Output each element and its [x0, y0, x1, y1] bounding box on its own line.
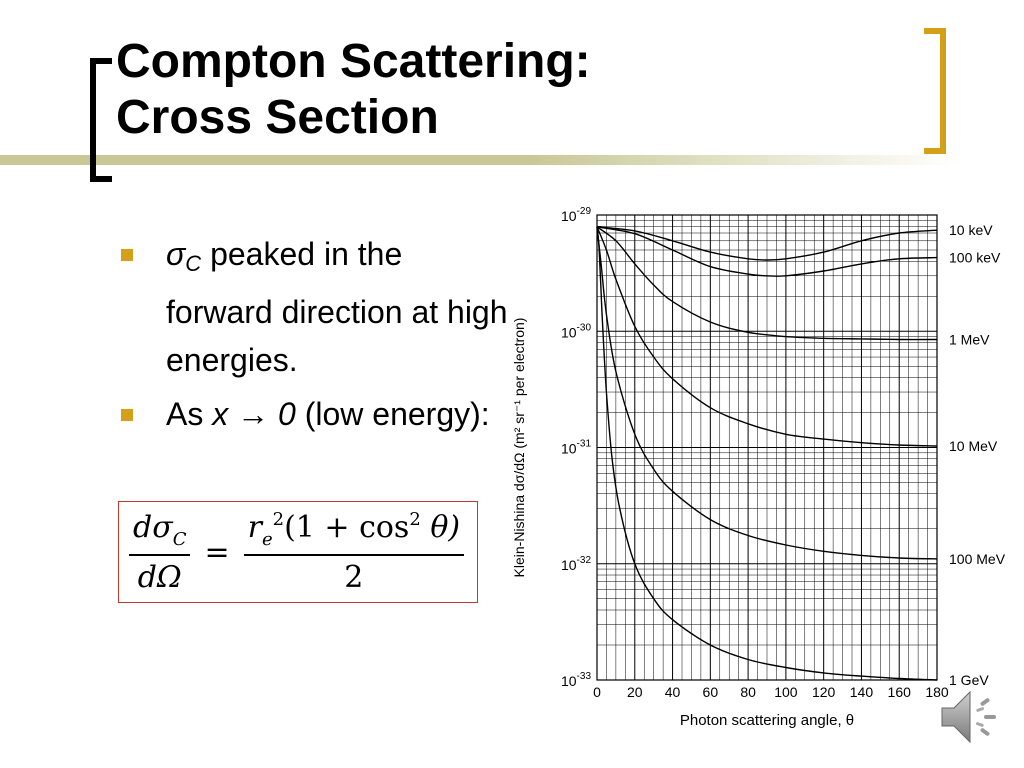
- slide-title: Compton Scattering: Cross Section: [116, 34, 591, 146]
- slide-title-line2: Cross Section: [116, 91, 439, 144]
- limit-expression: x → 0: [212, 396, 296, 432]
- x-tick-label: 40: [665, 684, 681, 700]
- plot-frame: [596, 214, 938, 681]
- formula-rhs-numerator: re2(1 + cos2 θ): [243, 509, 465, 556]
- x-tick-label: 20: [627, 684, 643, 700]
- title-bracket-right: [924, 28, 946, 154]
- bullet-item: As x → 0 (low energy):: [118, 390, 508, 438]
- sigma-symbol: σ: [166, 236, 186, 272]
- formula-rhs-denominator: 2: [344, 560, 364, 595]
- series-label: 10 keV: [949, 222, 993, 238]
- chart-labels: 0 20 40 60 80 100 120 140 160 180 10-29 10-30 10-31 1…: [511, 206, 1006, 729]
- x-tick-label: 140: [850, 684, 874, 700]
- x-axis-label: Photon scattering angle, θ: [680, 712, 854, 729]
- x-tick-label: 180: [925, 684, 949, 700]
- x-tick-label: 100: [774, 684, 798, 700]
- series-label: 100 keV: [949, 250, 1001, 266]
- x-tick-label: 60: [703, 684, 719, 700]
- y-tick-label: 10-31: [561, 439, 591, 457]
- y-axis-label: Klein-Nishina dσ/dΩ (m² sr⁻¹ per electro…: [511, 318, 527, 578]
- series-line: [596, 226, 938, 277]
- series-label: 100 MeV: [949, 551, 1006, 567]
- formula-lhs: dσC dΩ: [129, 510, 191, 595]
- series-line: [596, 226, 938, 447]
- formula-equals: =: [204, 534, 230, 570]
- x-tick-label: 80: [740, 684, 756, 700]
- formula-lhs-numerator: dσC: [129, 510, 191, 556]
- series-label: 1 MeV: [949, 331, 990, 347]
- x-tick-label: 160: [888, 684, 912, 700]
- title-bracket-left: [90, 58, 112, 182]
- series-line: [596, 226, 938, 560]
- klein-nishina-formula: dσC dΩ = re2(1 + cos2 θ) 2: [118, 501, 478, 603]
- y-tick-label: 10-29: [561, 206, 591, 224]
- formula-lhs-denominator: dΩ: [137, 559, 182, 595]
- chart-grid: [596, 214, 938, 681]
- slide-title-line1: Compton Scattering:: [116, 35, 591, 88]
- title-underline: [0, 155, 960, 165]
- y-tick-label: 10-32: [561, 555, 591, 573]
- chart-curves: [596, 226, 938, 681]
- series-label: 10 MeV: [949, 438, 998, 454]
- x-tick-label: 120: [812, 684, 836, 700]
- bullet-item: σC peaked in the forward direction at hi…: [118, 230, 508, 384]
- series-line: [596, 226, 938, 341]
- bullet-text: (low energy):: [295, 396, 490, 432]
- formula-rhs: re2(1 + cos2 θ) 2: [243, 509, 465, 595]
- series-line: [596, 226, 938, 681]
- y-tick-label: 10-33: [561, 671, 591, 689]
- speaker-icon[interactable]: [936, 682, 1006, 752]
- y-tick-label: 10-30: [561, 322, 591, 340]
- bullet-prefix: As: [166, 396, 213, 432]
- sigma-subscript: C: [185, 251, 202, 276]
- series-line: [596, 226, 938, 261]
- x-tick-label: 0: [593, 684, 601, 700]
- bullet-text: peaked in the forward direction at high …: [166, 236, 508, 378]
- bullet-list: σC peaked in the forward direction at hi…: [118, 230, 508, 444]
- series-label: 1 GeV: [949, 672, 989, 688]
- cross-section-chart: 0 20 40 60 80 100 120 140 160 180 10-29 10-30 10-31 1…: [511, 206, 1006, 729]
